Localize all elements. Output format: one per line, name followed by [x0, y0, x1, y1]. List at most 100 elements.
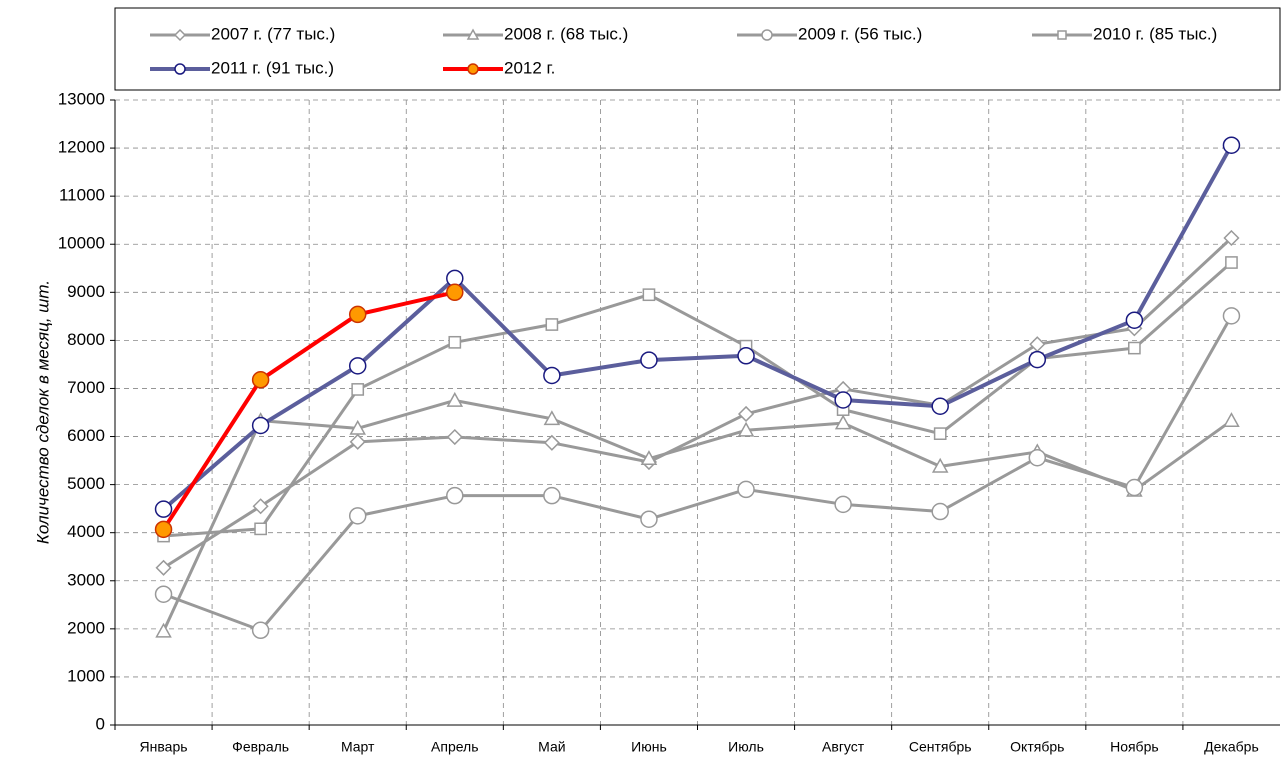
data-point [446, 283, 464, 302]
data-point [155, 622, 172, 638]
data-point [834, 495, 852, 514]
x-tick-label: Август [822, 739, 865, 755]
data-point [737, 480, 755, 499]
data-point [1223, 229, 1240, 247]
data-point [737, 421, 755, 437]
data-point [155, 559, 172, 576]
y-tick-label: 2000 [67, 618, 105, 637]
x-tick-label: Январь [140, 739, 188, 755]
data-point [834, 414, 852, 430]
y-tick-label: 1000 [67, 666, 105, 685]
data-point [348, 305, 367, 324]
y-tick-label: 8000 [67, 330, 105, 349]
x-tick-label: Октябрь [1010, 739, 1064, 755]
data-point [254, 522, 267, 536]
data-point [349, 433, 366, 450]
series-line [161, 290, 456, 531]
y-tick-label: 5000 [67, 474, 105, 493]
data-point [834, 391, 852, 409]
legend-label: 2009 г. (56 тыс.) [798, 24, 922, 43]
data-point [543, 434, 560, 451]
data-point [545, 318, 559, 331]
data-point [1222, 307, 1241, 325]
data-point [446, 391, 464, 407]
data-point [931, 397, 949, 415]
y-tick-label: 13000 [58, 89, 105, 108]
x-tick-label: Июль [728, 739, 764, 755]
y-tick-label: 9000 [67, 282, 105, 301]
series-line [162, 236, 1233, 570]
y-tick-label: 3000 [67, 570, 105, 589]
data-point [543, 486, 561, 505]
data-point [446, 428, 463, 446]
legend-label: 2012 г. [504, 58, 555, 77]
data-point [543, 410, 561, 426]
legend-box [114, 7, 1281, 91]
legend-label: 2007 г. (77 тыс.) [211, 24, 335, 43]
legend-label: 2010 г. (85 тыс.) [1093, 24, 1217, 43]
x-tick-label: Декабрь [1204, 739, 1259, 755]
data-point [349, 419, 366, 435]
x-tick-label: Июнь [631, 739, 667, 755]
data-point [154, 520, 173, 539]
data-point [351, 383, 365, 396]
y-tick-label: 11000 [59, 186, 105, 205]
x-tick-label: Ноябрь [1110, 739, 1159, 755]
data-point [737, 347, 755, 365]
series-line [162, 398, 1233, 632]
y-tick-label: 4000 [67, 522, 105, 541]
data-point [1223, 412, 1240, 428]
data-point [348, 357, 367, 375]
legend-marker [467, 63, 479, 75]
x-tick-label: Март [341, 739, 375, 755]
y-tick-label: 7000 [67, 378, 105, 397]
data-point [933, 427, 947, 441]
data-point [737, 405, 755, 423]
data-point [1125, 478, 1144, 497]
legend-marker [761, 29, 773, 41]
data-point [1128, 341, 1141, 355]
data-point [1028, 350, 1047, 369]
data-point [448, 335, 462, 349]
data-point [1125, 311, 1144, 329]
x-tick-label: Сентябрь [909, 739, 972, 755]
series-line [163, 261, 1233, 538]
data-point [642, 288, 656, 302]
data-point [543, 366, 561, 385]
series-line [163, 315, 1233, 632]
y-tick-label: 10000 [58, 234, 105, 253]
y-tick-label: 12000 [58, 138, 105, 157]
legend-marker [1057, 30, 1067, 40]
legend-marker [466, 28, 480, 40]
data-point [251, 621, 270, 640]
x-tick-label: Апрель [431, 739, 479, 755]
data-point [446, 486, 464, 505]
data-point [931, 457, 949, 473]
y-axis-label: Количество сделок в месяц, шт. [33, 280, 52, 544]
data-point [1222, 136, 1241, 154]
data-point [348, 507, 367, 525]
data-point [1028, 448, 1047, 467]
data-point [154, 500, 173, 518]
data-point [251, 371, 270, 389]
data-point [931, 502, 949, 521]
series-line [162, 144, 1234, 511]
y-tick-label: 6000 [67, 426, 105, 445]
data-point [251, 416, 270, 435]
data-point [640, 510, 658, 528]
legend-label: 2008 г. (68 тыс.) [504, 24, 628, 43]
legend-marker [174, 63, 186, 75]
legend-label: 2011 г. (91 тыс.) [211, 58, 334, 77]
data-point [640, 351, 658, 369]
legend-marker [173, 28, 187, 42]
x-tick-label: Май [538, 739, 565, 755]
data-point [1029, 336, 1046, 353]
data-point [252, 498, 269, 515]
data-point [154, 585, 173, 603]
data-point [1225, 256, 1238, 269]
data-point [640, 450, 658, 466]
y-tick-label: 0 [96, 714, 105, 733]
x-tick-label: Февраль [232, 739, 289, 755]
